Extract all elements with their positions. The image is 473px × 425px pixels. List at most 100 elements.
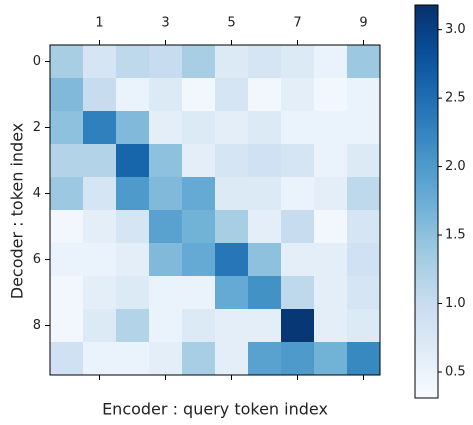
heatmap-cell bbox=[116, 78, 150, 112]
heatmap-cell bbox=[149, 177, 183, 211]
heatmap-cell bbox=[314, 309, 348, 343]
heatmap-cell bbox=[248, 177, 282, 211]
heatmap-cell bbox=[281, 111, 315, 145]
heatmap-cell bbox=[215, 78, 249, 112]
heatmap-cell bbox=[281, 210, 315, 244]
heatmap-cell bbox=[347, 243, 381, 277]
heatmap-cell bbox=[215, 177, 249, 211]
heatmap-cell bbox=[314, 342, 348, 376]
heatmap-cell bbox=[182, 276, 216, 310]
heatmap-cell bbox=[149, 144, 183, 178]
heatmap-cell bbox=[215, 309, 249, 343]
heatmap-cell bbox=[248, 144, 282, 178]
heatmap-cell bbox=[215, 210, 249, 244]
heatmap-cell bbox=[182, 210, 216, 244]
heatmap-cell bbox=[281, 276, 315, 310]
colorbar-tick-label: 0.5 bbox=[445, 364, 466, 379]
heatmap-cell bbox=[116, 342, 150, 376]
heatmap-cell bbox=[50, 309, 84, 343]
heatmap-cell bbox=[314, 78, 348, 112]
heatmap-cell bbox=[314, 243, 348, 277]
y-axis-label: Decoder : token index bbox=[8, 123, 27, 300]
heatmap-cell bbox=[50, 342, 84, 376]
heatmap-cell bbox=[248, 210, 282, 244]
heatmap-cell bbox=[116, 276, 150, 310]
heatmap-cell bbox=[215, 45, 249, 79]
heatmap-cell bbox=[248, 276, 282, 310]
heatmap-cell bbox=[149, 243, 183, 277]
heatmap-cell bbox=[281, 177, 315, 211]
heatmap-cell bbox=[116, 210, 150, 244]
heatmap-cell bbox=[314, 210, 348, 244]
heatmap-cell bbox=[50, 276, 84, 310]
colorbar-tick-label: 1.0 bbox=[445, 296, 466, 311]
x-tick-label: 1 bbox=[95, 16, 103, 31]
heatmap-cell bbox=[347, 45, 381, 79]
heatmap-cell bbox=[347, 111, 381, 145]
heatmap-cell bbox=[215, 144, 249, 178]
heatmap-cell bbox=[281, 309, 315, 343]
heatmap-cell bbox=[248, 111, 282, 145]
heatmap-cell bbox=[83, 144, 117, 178]
heatmap-cell bbox=[248, 78, 282, 112]
y-tick-label: 4 bbox=[33, 186, 41, 201]
heatmap-cell bbox=[182, 309, 216, 343]
heatmap-cell bbox=[83, 342, 117, 376]
heatmap-cell bbox=[314, 111, 348, 145]
colorbar-tick-label: 3.0 bbox=[445, 22, 466, 37]
heatmap-cell bbox=[116, 111, 150, 145]
colorbar-tick-label: 2.5 bbox=[445, 91, 466, 106]
x-tick-label: 3 bbox=[161, 16, 169, 31]
heatmap-cell bbox=[116, 177, 150, 211]
colorbar bbox=[414, 4, 439, 399]
heatmap-cell bbox=[116, 45, 150, 79]
heatmap-cell bbox=[182, 78, 216, 112]
heatmap-cell bbox=[83, 111, 117, 145]
heatmap-cell bbox=[281, 45, 315, 79]
heatmap-cell bbox=[83, 309, 117, 343]
y-tick-label: 2 bbox=[33, 120, 41, 135]
heatmap-cell bbox=[182, 45, 216, 79]
heatmap-cell bbox=[248, 342, 282, 376]
heatmap-cell bbox=[149, 210, 183, 244]
heatmap-cell bbox=[149, 309, 183, 343]
heatmap-cell bbox=[50, 243, 84, 277]
heatmap-cell bbox=[215, 243, 249, 277]
x-axis-label: Encoder : query token index bbox=[102, 400, 328, 419]
heatmap-cell bbox=[182, 144, 216, 178]
heatmap-cell bbox=[83, 210, 117, 244]
heatmap-cell bbox=[149, 342, 183, 376]
x-tick-label: 9 bbox=[359, 16, 367, 31]
heatmap-cell bbox=[314, 177, 348, 211]
heatmap-cell bbox=[116, 309, 150, 343]
heatmap-cell bbox=[50, 144, 84, 178]
heatmap-cell bbox=[347, 276, 381, 310]
colorbar-tick-label: 1.5 bbox=[445, 228, 466, 243]
heatmap-cell bbox=[182, 342, 216, 376]
heatmap-cell bbox=[347, 309, 381, 343]
heatmap-cell bbox=[314, 276, 348, 310]
heatmap-cell bbox=[83, 78, 117, 112]
heatmap-cell bbox=[116, 243, 150, 277]
heatmap-cell bbox=[83, 243, 117, 277]
heatmap-cell bbox=[314, 45, 348, 79]
heatmap-cell bbox=[215, 111, 249, 145]
heatmap-cell bbox=[248, 243, 282, 277]
y-tick-label: 8 bbox=[33, 318, 41, 333]
heatmap-cell bbox=[50, 45, 84, 79]
y-tick-label: 6 bbox=[33, 252, 41, 267]
heatmap-cell bbox=[83, 177, 117, 211]
heatmap-cell bbox=[149, 78, 183, 112]
heatmap-cell bbox=[149, 276, 183, 310]
plot-frame bbox=[49, 44, 381, 376]
heatmap-cell bbox=[248, 45, 282, 79]
heatmap-cell bbox=[281, 144, 315, 178]
x-tick-label: 5 bbox=[227, 16, 235, 31]
heatmap-cell bbox=[281, 78, 315, 112]
heatmap-cell bbox=[314, 144, 348, 178]
heatmap-cell bbox=[50, 177, 84, 211]
heatmap-cell bbox=[347, 210, 381, 244]
heatmap-cell bbox=[182, 111, 216, 145]
heatmap-cell bbox=[50, 210, 84, 244]
